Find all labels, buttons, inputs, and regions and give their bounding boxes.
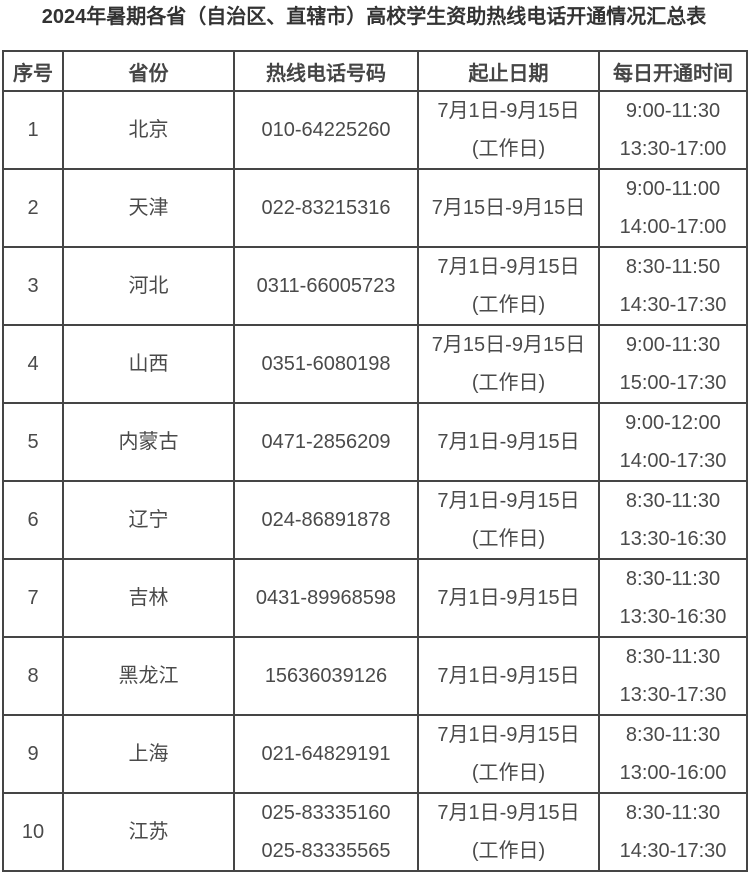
table-row: 10 江苏 025-83335160 025-83335565 7月1日-9月15… bbox=[2, 792, 748, 872]
cell-province: 吉林 bbox=[62, 558, 235, 638]
cell-date: 7月1日-9月15日 (工作日) bbox=[417, 714, 600, 794]
cell-date: 7月1日-9月15日 bbox=[417, 636, 600, 716]
cell-index: 8 bbox=[2, 636, 64, 716]
cell-index: 2 bbox=[2, 168, 64, 248]
cell-province: 河北 bbox=[62, 246, 235, 326]
header-row: 序号 省份 热线电话号码 起止日期 每日开通时间 bbox=[2, 50, 748, 92]
cell-phone: 15636039126 bbox=[233, 636, 419, 716]
page-title: 2024年暑期各省（自治区、直辖市）高校学生资助热线电话开通情况汇总表 bbox=[41, 6, 707, 28]
table-header: 序号 省份 热线电话号码 起止日期 每日开通时间 bbox=[2, 50, 748, 92]
cell-phone: 0311-66005723 bbox=[233, 246, 419, 326]
cell-phone: 0351-6080198 bbox=[233, 324, 419, 404]
cell-province: 江苏 bbox=[62, 792, 235, 872]
cell-province: 北京 bbox=[62, 90, 235, 170]
cell-province: 内蒙古 bbox=[62, 402, 235, 482]
cell-index: 5 bbox=[2, 402, 64, 482]
cell-date: 7月15日-9月15日 (工作日) bbox=[417, 324, 600, 404]
cell-time: 8:30-11:30 14:30-17:30 bbox=[598, 792, 748, 872]
cell-time: 8:30-11:30 13:30-16:30 bbox=[598, 480, 748, 560]
cell-phone: 024-86891878 bbox=[233, 480, 419, 560]
cell-date: 7月1日-9月15日 bbox=[417, 402, 600, 482]
cell-index: 6 bbox=[2, 480, 64, 560]
table-row: 6 辽宁 024-86891878 7月1日-9月15日 (工作日) 8:30-1… bbox=[2, 480, 748, 560]
cell-time: 9:00-11:00 14:00-17:00 bbox=[598, 168, 748, 248]
cell-province: 辽宁 bbox=[62, 480, 235, 560]
table-row: 9 上海 021-64829191 7月1日-9月15日 (工作日) 8:30-1… bbox=[2, 714, 748, 794]
table-row: 3 河北 0311-66005723 7月1日-9月15日 (工作日) 8:30-… bbox=[2, 246, 748, 326]
column-header-phone: 热线电话号码 bbox=[233, 50, 419, 92]
cell-time: 8:30-11:50 14:30-17:30 bbox=[598, 246, 748, 326]
column-header-province: 省份 bbox=[62, 50, 235, 92]
column-header-date: 起止日期 bbox=[417, 50, 600, 92]
cell-phone: 0471-2856209 bbox=[233, 402, 419, 482]
cell-date: 7月1日-9月15日 bbox=[417, 558, 600, 638]
hotline-summary-table: 序号 省份 热线电话号码 起止日期 每日开通时间 1 北京 010-642252… bbox=[2, 50, 748, 872]
cell-index: 4 bbox=[2, 324, 64, 404]
cell-date: 7月1日-9月15日 (工作日) bbox=[417, 90, 600, 170]
cell-time: 9:00-12:00 14:00-17:30 bbox=[598, 402, 748, 482]
table-row: 7 吉林 0431-89968598 7月1日-9月15日 8:30-11:30… bbox=[2, 558, 748, 638]
cell-phone: 021-64829191 bbox=[233, 714, 419, 794]
cell-phone: 022-83215316 bbox=[233, 168, 419, 248]
cell-province: 天津 bbox=[62, 168, 235, 248]
column-header-index: 序号 bbox=[2, 50, 64, 92]
cell-phone: 0431-89968598 bbox=[233, 558, 419, 638]
table-row: 5 内蒙古 0471-2856209 7月1日-9月15日 9:00-12:00… bbox=[2, 402, 748, 482]
cell-date: 7月1日-9月15日 (工作日) bbox=[417, 480, 600, 560]
cell-date: 7月15日-9月15日 bbox=[417, 168, 600, 248]
cell-time: 9:00-11:30 15:00-17:30 bbox=[598, 324, 748, 404]
cell-province: 上海 bbox=[62, 714, 235, 794]
cell-phone: 025-83335160 025-83335565 bbox=[233, 792, 419, 872]
cell-phone: 010-64225260 bbox=[233, 90, 419, 170]
cell-index: 10 bbox=[2, 792, 64, 872]
cell-time: 8:30-11:30 13:30-17:30 bbox=[598, 636, 748, 716]
cell-province: 黑龙江 bbox=[62, 636, 235, 716]
cell-index: 9 bbox=[2, 714, 64, 794]
table-body: 1 北京 010-64225260 7月1日-9月15日 (工作日) 9:00-1… bbox=[2, 90, 748, 872]
cell-date: 7月1日-9月15日 (工作日) bbox=[417, 246, 600, 326]
table-row: 8 黑龙江 15636039126 7月1日-9月15日 8:30-11:30 1… bbox=[2, 636, 748, 716]
cell-index: 1 bbox=[2, 90, 64, 170]
table-row: 1 北京 010-64225260 7月1日-9月15日 (工作日) 9:00-1… bbox=[2, 90, 748, 170]
cell-province: 山西 bbox=[62, 324, 235, 404]
cell-time: 8:30-11:30 13:00-16:00 bbox=[598, 714, 748, 794]
table-row: 4 山西 0351-6080198 7月15日-9月15日 (工作日) 9:00-… bbox=[2, 324, 748, 404]
column-header-time: 每日开通时间 bbox=[598, 50, 748, 92]
cell-index: 7 bbox=[2, 558, 64, 638]
cell-index: 3 bbox=[2, 246, 64, 326]
cell-time: 9:00-11:30 13:30-17:00 bbox=[598, 90, 748, 170]
table-row: 2 天津 022-83215316 7月15日-9月15日 9:00-11:00… bbox=[2, 168, 748, 248]
cell-date: 7月1日-9月15日 (工作日) bbox=[417, 792, 600, 872]
cell-time: 8:30-11:30 13:30-16:30 bbox=[598, 558, 748, 638]
